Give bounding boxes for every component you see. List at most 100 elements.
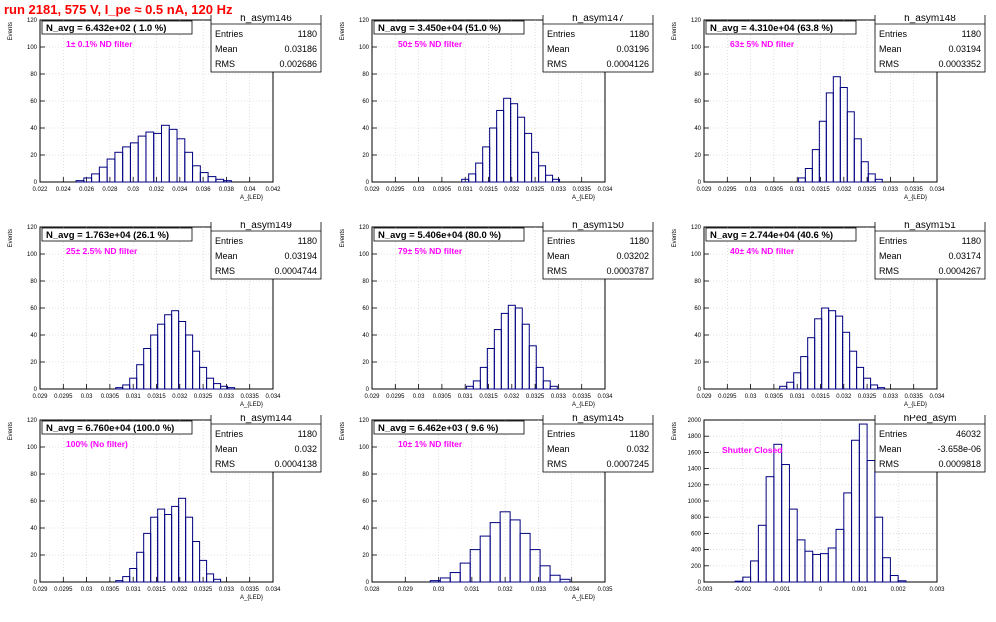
y-tick-label: 0 <box>34 387 38 393</box>
filter-annotation: 1± 0.1% ND filter <box>66 39 133 49</box>
x-tick-label: 0.0335 <box>905 187 924 193</box>
filter-annotation: 40± 4% ND filter <box>730 246 795 256</box>
x-axis-label: A_{LED} <box>572 402 595 408</box>
stats-value: 1180 <box>630 29 649 39</box>
x-axis-label: A_{LED} <box>240 402 263 408</box>
x-tick-label: 0.032 <box>498 587 514 593</box>
filter-annotation: 63± 5% ND filter <box>730 39 795 49</box>
y-tick-label: 40 <box>694 333 701 339</box>
stats-box <box>874 15 986 73</box>
x-tick-label: 0.0295 <box>718 187 737 193</box>
stats-label: RMS <box>547 459 567 469</box>
stats-value: 0.0004744 <box>274 266 317 276</box>
x-tick-label: 0.04 <box>244 187 256 193</box>
histogram-bar <box>867 173 876 183</box>
histogram-bar <box>206 573 215 583</box>
y-tick-label: 40 <box>30 526 37 532</box>
n-avg-label: N_avg = 5.406e+04 (80.0 %) <box>378 230 501 241</box>
x-tick-label: 0.034 <box>929 187 945 193</box>
y-tick-label: 120 <box>27 18 38 24</box>
y-tick-label: 40 <box>362 526 369 532</box>
y-tick-label: 120 <box>359 418 370 424</box>
y-tick-label: 1600 <box>688 450 702 456</box>
x-tick-label: 0.003 <box>929 587 945 593</box>
y-tick-label: 120 <box>27 225 38 231</box>
y-tick-label: 0 <box>698 387 702 393</box>
stats-value: 1180 <box>962 29 981 39</box>
filter-annotation: Shutter Closed <box>722 445 782 455</box>
x-tick-label: 0.029 <box>32 394 48 400</box>
x-axis-label: A_{LED} <box>240 195 263 201</box>
n-avg-box <box>705 227 857 242</box>
histogram-bar <box>889 575 899 583</box>
y-tick-label: 80 <box>362 279 369 285</box>
stats-value: 1180 <box>630 429 649 439</box>
histogram-name: h_asym150 <box>572 222 624 231</box>
n-avg-label: N_avg = 2.744e+04 (40.6 %) <box>710 230 833 241</box>
x-tick-label: 0.033 <box>531 587 547 593</box>
histogram-bar <box>877 387 886 390</box>
stats-value: 1180 <box>630 236 649 246</box>
x-tick-label: 0.0295 <box>54 587 73 593</box>
x-tick-label: 0.038 <box>219 187 235 193</box>
x-tick-label: 0.033 <box>219 394 235 400</box>
x-tick-label: 0.032 <box>836 394 852 400</box>
x-tick-label: 0.026 <box>79 187 95 193</box>
x-axis-label: A_{LED} <box>572 195 595 201</box>
stats-box <box>874 222 986 280</box>
y-tick-label: 60 <box>30 499 37 505</box>
y-tick-label: 60 <box>694 99 701 105</box>
y-tick-label: 20 <box>30 553 37 559</box>
y-axis-label: Events <box>672 22 678 40</box>
histogram-bar <box>227 387 236 390</box>
x-tick-label: 0.0335 <box>573 394 592 400</box>
x-tick-label: 0.034 <box>929 394 945 400</box>
histogram-bar <box>734 580 744 583</box>
x-tick-label: 0.0315 <box>479 187 498 193</box>
y-tick-label: 20 <box>362 153 369 159</box>
x-tick-label: 0.0325 <box>194 587 213 593</box>
n-avg-box <box>41 227 193 242</box>
y-axis-label: Events <box>340 229 346 247</box>
y-tick-label: 0 <box>698 180 702 186</box>
x-tick-label: 0.0295 <box>718 394 737 400</box>
x-tick-label: 0.032 <box>172 587 188 593</box>
y-tick-label: 0 <box>698 580 702 586</box>
x-tick-label: 0.034 <box>597 394 613 400</box>
stats-label: RMS <box>879 59 899 69</box>
x-tick-label: 0.029 <box>398 587 414 593</box>
stats-label: Mean <box>547 251 570 261</box>
stats-value: 0.032 <box>626 444 649 454</box>
histogram-svg: 0.029 0.0295 0.03 0.0305 0.031 0.0315 0.032 0.0… <box>8 415 322 601</box>
histogram-bar <box>539 565 551 583</box>
histogram-name: h_asym147 <box>572 15 624 24</box>
y-tick-label: 1000 <box>688 499 702 505</box>
stats-value: 0.03194 <box>948 44 981 54</box>
histogram-panel-h_asym145: 0.028 0.029 0.03 0.031 0.032 0.033 0.034 0.035 0… <box>332 415 664 622</box>
n-avg-box <box>41 20 193 35</box>
x-tick-label: 0.0305 <box>433 187 452 193</box>
y-tick-label: 0 <box>366 387 370 393</box>
stats-label: RMS <box>215 459 235 469</box>
x-tick-label: 0.033 <box>219 587 235 593</box>
y-axis-label: Events <box>8 22 14 40</box>
histogram-bar <box>549 574 561 583</box>
y-tick-label: 1200 <box>688 483 702 489</box>
y-axis-label: Events <box>672 229 678 247</box>
y-tick-label: 80 <box>694 72 701 78</box>
x-tick-label: 0.031 <box>464 587 480 593</box>
x-tick-label: 0.03 <box>81 394 93 400</box>
x-tick-label: 0.029 <box>696 394 712 400</box>
x-tick-label: 0.029 <box>32 587 48 593</box>
x-tick-label: 0.0325 <box>194 394 213 400</box>
x-tick-label: -0.002 <box>734 587 752 593</box>
y-tick-label: 60 <box>362 306 369 312</box>
stats-value: 0.0004126 <box>606 59 649 69</box>
x-tick-label: 0 <box>819 587 823 593</box>
stats-label: RMS <box>547 266 567 276</box>
x-tick-label: 0.001 <box>852 587 868 593</box>
x-tick-label: 0.034 <box>172 187 188 193</box>
y-tick-label: 40 <box>30 126 37 132</box>
y-tick-label: 200 <box>691 564 702 570</box>
histogram-svg: 0.029 0.0295 0.03 0.0305 0.031 0.0315 0.032 0.0… <box>672 15 986 201</box>
